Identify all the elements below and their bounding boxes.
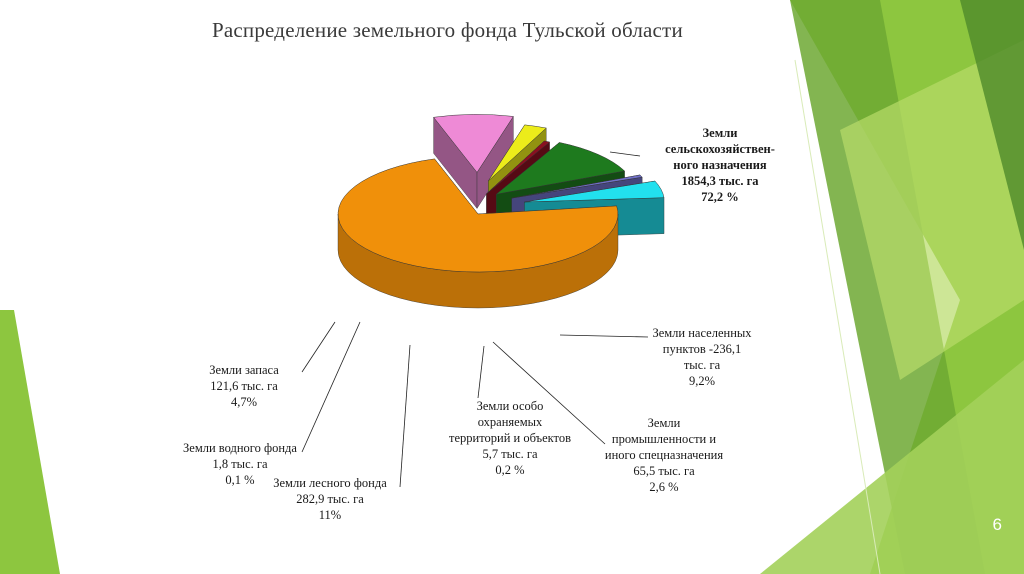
slice-label-line: иного спецназначения: [604, 448, 724, 462]
pie-slice-1: [433, 114, 514, 210]
slice-label-line: тыс. га: [683, 358, 721, 372]
green-decor-band-6: [0, 310, 60, 574]
slice-label-5: Земли водного фонда 1,8 тыс. га 0,1 %: [175, 440, 305, 488]
slice-label-line: 121,6 тыс. га: [210, 379, 278, 393]
slice-label-line: 72,2 %: [701, 190, 739, 204]
leader-line-3: [477, 345, 485, 399]
slice-label-line: Земли населенных: [652, 326, 752, 340]
decor-line: [794, 59, 881, 574]
slice-label-line: охраняемых: [477, 415, 543, 429]
slice-label-line: 9,2%: [688, 374, 716, 388]
slice-label-1: Земли населенных пунктов -236,1 тыс. га 9,2…: [642, 325, 762, 389]
leader-line-6: [301, 321, 336, 373]
slice-label-2: Земли промышленности и иного спецназначени…: [594, 415, 734, 495]
slide-title: Распределение земельного фонда Тульской …: [212, 18, 683, 42]
slice-label-0: Земли сельскохозяйствен-ного назначения 18…: [655, 125, 785, 205]
slice-label-line: 65,5 тыс. га: [633, 464, 695, 478]
slice-label-line: 4,7%: [230, 395, 258, 409]
slice-label-line: сельскохозяйствен-: [665, 142, 775, 156]
slice-label-line: территорий и объектов: [449, 431, 571, 445]
slice-label-line: 5,7 тыс. га: [482, 447, 538, 461]
slice-label-line: 1,8 тыс. га: [212, 457, 268, 471]
leader-line-5: [301, 321, 361, 453]
leader-line-4: [399, 344, 411, 488]
leader-line-2: [492, 341, 606, 445]
slice-label-line: Земли особо: [476, 399, 544, 413]
leader-line-0: [609, 151, 641, 157]
slice-label-line: 0,1 %: [225, 473, 255, 487]
slice-label-line: 282,9 тыс. га: [296, 492, 364, 506]
slice-label-line: Земли лесного фонда: [273, 476, 387, 490]
page-number: 6: [992, 515, 1002, 534]
slice-label-line: ного назначения: [673, 158, 767, 172]
slice-label-line: 2,6 %: [649, 480, 679, 494]
pie-slice-0: [337, 158, 619, 309]
slice-label-3: Земли особо охраняемых территорий и объект…: [440, 398, 580, 478]
slice-label-line: Земли водного фонда: [183, 441, 297, 455]
slice-label-line: Земли: [702, 126, 738, 140]
slice-label-6: Земли запаса 121,6 тыс. га 4,7%: [189, 362, 299, 410]
slice-label-line: Земли: [647, 416, 681, 430]
slice-label-line: Земли запаса: [209, 363, 279, 377]
slice-label-4: Земли лесного фонда 282,9 тыс. га 11%: [265, 475, 395, 523]
green-decor-band-4: [960, 0, 1024, 250]
slice-label-line: 11%: [318, 508, 342, 522]
slice-label-line: промышленности и: [611, 432, 717, 446]
slice-label-line: 0,2 %: [495, 463, 525, 477]
leader-line-1: [559, 334, 649, 338]
slice-label-line: 1854,3 тыс. га: [681, 174, 759, 188]
green-decor-band-5: [760, 360, 1024, 574]
green-decor-band-3: [840, 40, 1024, 380]
slice-label-line: пунктов -236,1: [662, 342, 742, 356]
